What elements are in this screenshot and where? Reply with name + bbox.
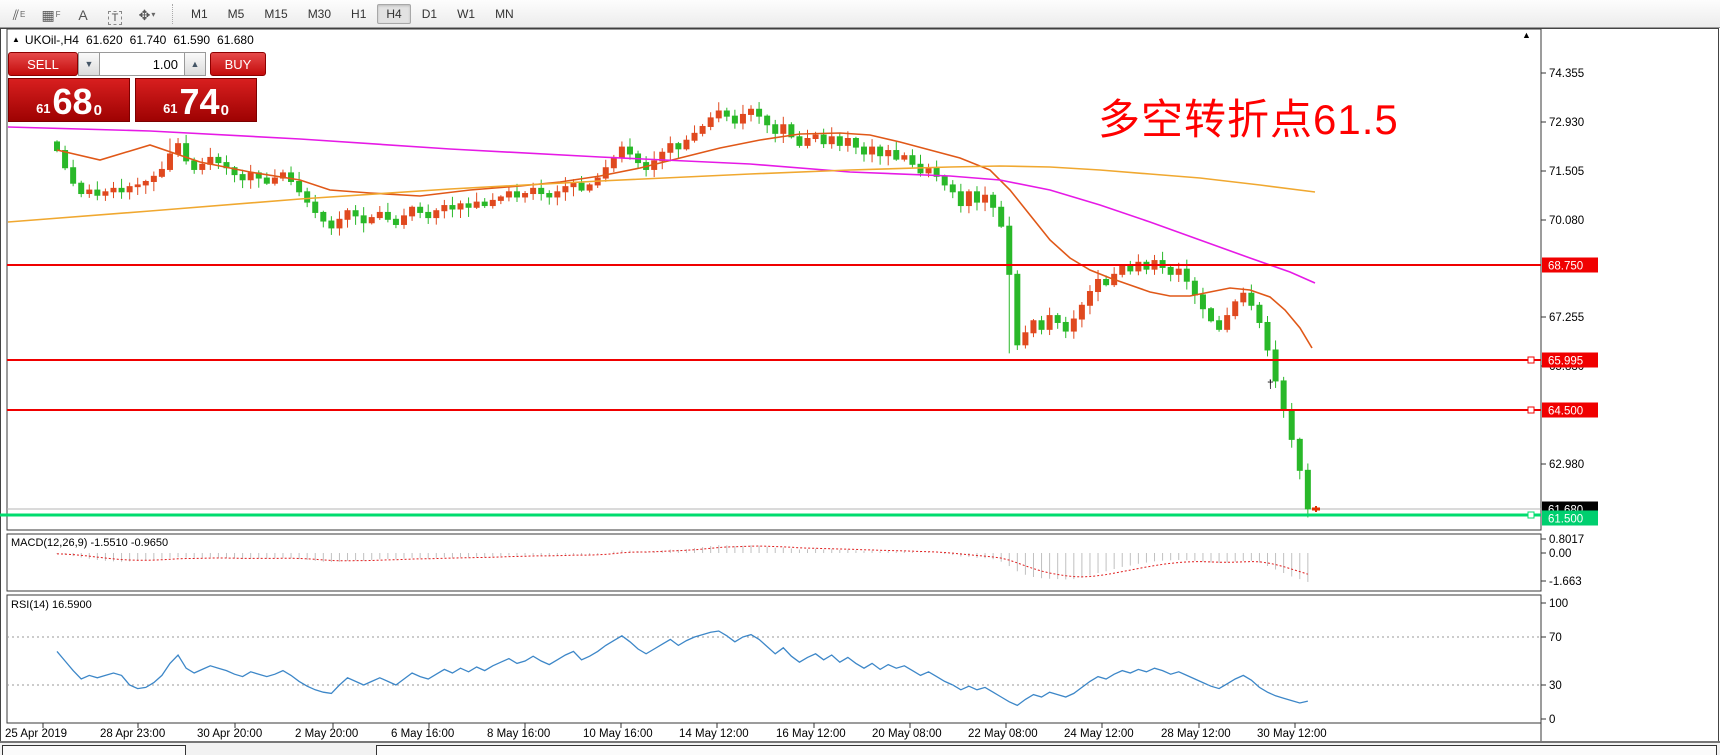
svg-text:20 May 08:00: 20 May 08:00 <box>872 728 942 740</box>
svg-text:61.500: 61.500 <box>1548 514 1583 526</box>
rsi-line <box>56 630 1308 707</box>
cursor-tool-icon[interactable]: ✥ ▾ <box>138 6 156 23</box>
svg-text:62.980: 62.980 <box>1549 459 1584 471</box>
macd-histogram <box>56 545 1309 582</box>
pane-frames <box>0 28 1720 742</box>
svg-text:25 Apr 2019: 25 Apr 2019 <box>5 728 67 740</box>
grid-icon[interactable]: ▦ F <box>41 6 61 23</box>
svg-text:14 May 12:00: 14 May 12:00 <box>679 728 749 740</box>
svg-text:74.355: 74.355 <box>1549 68 1584 80</box>
buy-price-big: 74 <box>179 81 220 122</box>
trade-markers-layer: † <box>1267 377 1320 512</box>
text-tool-icon[interactable]: A <box>78 6 88 23</box>
ohlc-open: 61.620 <box>85 33 123 47</box>
tf-button-h1[interactable]: H1 <box>351 6 367 21</box>
chart-header: ▲ UKOil-,H4 61.620 61.740 61.590 61.680 <box>12 33 261 47</box>
svg-text:16 May 12:00: 16 May 12:00 <box>776 728 846 740</box>
svg-text:0: 0 <box>1549 714 1555 726</box>
svg-text:8 May 16:00: 8 May 16:00 <box>487 728 550 740</box>
ma-fast-orange <box>56 132 1313 349</box>
ma-long-amber <box>7 165 1316 223</box>
svg-text:65.995: 65.995 <box>1548 356 1583 368</box>
ohlc-low: 61.590 <box>173 33 211 47</box>
sell-price-big: 68 <box>52 81 93 122</box>
svg-text:30: 30 <box>1549 680 1562 692</box>
level-lines-layer[interactable] <box>0 264 1541 519</box>
ohlc-close: 61.680 <box>217 33 254 47</box>
svg-text:22 May 08:00: 22 May 08:00 <box>968 728 1038 740</box>
svg-text:2 May 20:00: 2 May 20:00 <box>295 728 358 740</box>
macd-label: MACD(12,26,9) -1.5510 -0.9650 <box>11 537 169 549</box>
bottom-strip-box-right[interactable] <box>376 745 1717 755</box>
buy-price-small: 61 <box>163 101 178 116</box>
rsi-layer <box>7 630 1541 707</box>
moving-averages-layer <box>7 126 1316 349</box>
price-badge-65.995: 65.995 <box>1542 352 1598 368</box>
volume-down-button[interactable]: ▼ <box>78 52 100 76</box>
sell-price-tile[interactable]: 61 68 0 <box>8 78 130 122</box>
collapse-icon[interactable]: ▲ <box>12 35 20 44</box>
price-badge-68.750: 68.750 <box>1542 257 1598 273</box>
buy-price-sup: 0 <box>220 102 229 119</box>
ma-slow-magenta <box>7 126 1316 284</box>
sell-price-sup: 0 <box>93 102 102 119</box>
svg-text:68.750: 68.750 <box>1548 261 1583 273</box>
tf-button-m1[interactable]: M1 <box>191 6 208 21</box>
svg-text:0.00: 0.00 <box>1549 548 1571 560</box>
volume-up-button[interactable]: ▲ <box>184 52 206 76</box>
draw-channel-icon[interactable]: ⫽ E <box>12 6 26 23</box>
toolbar-separator <box>172 3 174 24</box>
svg-text:67.255: 67.255 <box>1549 312 1584 324</box>
svg-text:100: 100 <box>1549 598 1568 610</box>
svg-text:6 May 16:00: 6 May 16:00 <box>391 728 454 740</box>
bottom-strip <box>0 742 1720 755</box>
tf-button-h4[interactable]: H4 <box>377 3 411 24</box>
sell-price-small: 61 <box>36 101 51 116</box>
volume-input[interactable] <box>100 52 184 76</box>
tf-button-m15[interactable]: M15 <box>264 6 288 21</box>
svg-text:30 Apr 20:00: 30 Apr 20:00 <box>197 728 262 740</box>
svg-text:28 May 12:00: 28 May 12:00 <box>1161 728 1231 740</box>
macd-signal-line <box>56 545 1309 578</box>
buy-button[interactable]: BUY <box>210 52 266 76</box>
rsi-label: RSI(14) 16.5900 <box>11 599 92 611</box>
chart-window <box>0 28 1719 754</box>
sell-button[interactable]: SELL <box>8 52 78 76</box>
cross-marker: † <box>1267 377 1274 391</box>
svg-text:71.505: 71.505 <box>1549 166 1584 178</box>
tf-button-d1[interactable]: D1 <box>421 6 438 21</box>
svg-text:10 May 16:00: 10 May 16:00 <box>583 728 653 740</box>
svg-text:72.930: 72.930 <box>1549 117 1584 129</box>
bottom-strip-box-left[interactable] <box>2 745 186 755</box>
svg-text:24 May 12:00: 24 May 12:00 <box>1064 728 1134 740</box>
tf-button-m30[interactable]: M30 <box>307 6 332 21</box>
text-label-tool-icon[interactable]: T <box>100 3 130 25</box>
toolbar: ⫽ E ▦ F A T ✥ ▾ M1 M5 M15 M30 H1 H4 D1 W1 M… <box>0 0 1720 28</box>
ohlc-high: 61.740 <box>129 33 167 47</box>
tf-button-m5[interactable]: M5 <box>227 6 245 21</box>
price-axis: 74.35572.93071.50570.08067.25565.83062.9… <box>1541 68 1598 726</box>
svg-text:30 May 12:00: 30 May 12:00 <box>1257 728 1327 740</box>
svg-text:64.500: 64.500 <box>1548 406 1583 418</box>
svg-text:70.080: 70.080 <box>1549 215 1584 227</box>
price-badge-61.500: 61.500 <box>1542 510 1598 526</box>
symbol-title: UKOil-,H4 <box>24 33 79 47</box>
chart-shift-icon[interactable]: ▲ <box>1522 30 1531 40</box>
buy-price-tile[interactable]: 61 74 0 <box>135 78 257 122</box>
svg-text:28 Apr 23:00: 28 Apr 23:00 <box>100 728 165 740</box>
price-badge-64.500: 64.500 <box>1542 402 1598 418</box>
candles-layer <box>54 102 1311 518</box>
annotation-text[interactable]: 多空转折点61.5 <box>1098 96 1399 143</box>
svg-text:0.8017: 0.8017 <box>1549 534 1584 546</box>
svg-text:-1.663: -1.663 <box>1549 576 1582 588</box>
svg-text:70: 70 <box>1549 632 1562 644</box>
tf-button-mn[interactable]: MN <box>495 6 514 21</box>
tf-button-w1[interactable]: W1 <box>457 6 476 21</box>
time-axis[interactable]: 25 Apr 2019 28 Apr 23:00 30 Apr 20:00 2 May… <box>5 723 1327 740</box>
